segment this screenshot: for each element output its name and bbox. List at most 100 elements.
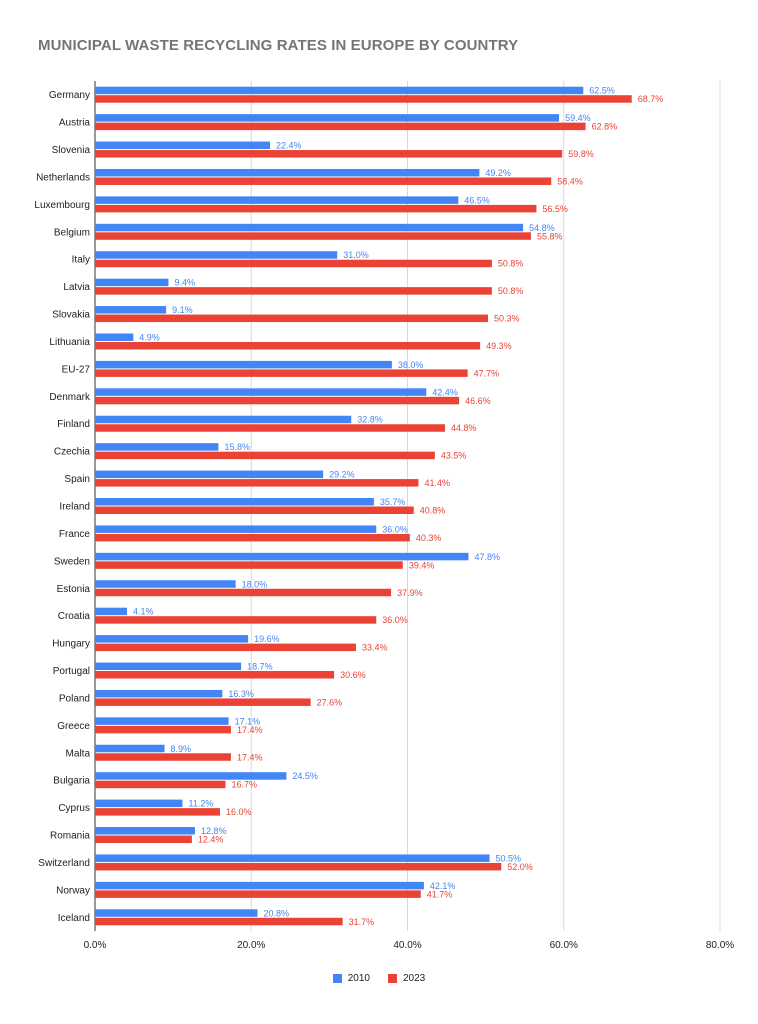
chart-title: MUNICIPAL WASTE RECYCLING RATES IN EUROP… <box>38 37 519 54</box>
data-label-2010: 18.0% <box>242 579 268 589</box>
bar-2010[interactable] <box>95 443 219 451</box>
data-label-2010: 49.2% <box>485 168 511 178</box>
bar-2010[interactable] <box>95 881 424 890</box>
bar-2010[interactable] <box>95 470 324 479</box>
bar-2010[interactable] <box>95 223 524 232</box>
bar-2023[interactable] <box>95 451 435 460</box>
x-tick-label: 80.0% <box>706 940 734 951</box>
bar-2023[interactable] <box>95 95 632 103</box>
bar-2023[interactable] <box>95 862 502 871</box>
bar-2010[interactable] <box>95 689 223 698</box>
bar-2010[interactable] <box>95 333 134 341</box>
data-label-2023: 47.7% <box>474 368 500 378</box>
bar-2010[interactable] <box>95 251 338 259</box>
bar-2023[interactable] <box>95 890 421 898</box>
bar-2010[interactable] <box>95 580 236 588</box>
data-label-2010: 20.8% <box>264 908 290 918</box>
data-label-2010: 62.5% <box>589 86 615 96</box>
category-label: Lithuania <box>49 337 90 348</box>
bar-2010[interactable] <box>95 772 287 780</box>
bar-2023[interactable] <box>95 506 414 515</box>
bar-2023[interactable] <box>95 479 419 487</box>
bar-2010[interactable] <box>95 744 165 753</box>
bar-2010[interactable] <box>95 388 427 396</box>
bar-2023[interactable] <box>95 341 481 350</box>
bar-2010[interactable] <box>95 635 249 643</box>
bar-2023[interactable] <box>95 616 377 624</box>
data-label-2023: 68.7% <box>638 94 664 104</box>
legend-item-2010[interactable]: 2010 <box>332 973 370 984</box>
category-label: Belgium <box>54 227 90 238</box>
bar-2010[interactable] <box>95 278 169 287</box>
data-label-2023: 50.3% <box>494 314 520 324</box>
bar-2010[interactable] <box>95 717 229 725</box>
bar-2023[interactable] <box>95 150 563 158</box>
bar-2010[interactable] <box>95 827 195 835</box>
bar-2023[interactable] <box>95 204 537 213</box>
bar-2023[interactable] <box>95 725 231 734</box>
bar-2010[interactable] <box>95 306 167 314</box>
data-label-2010: 15.8% <box>224 442 250 452</box>
bar-2023[interactable] <box>95 643 356 652</box>
bar-2023[interactable] <box>95 122 586 131</box>
data-label-2023: 40.8% <box>420 506 446 516</box>
bar-2023[interactable] <box>95 177 552 185</box>
bar-2010[interactable] <box>95 168 480 177</box>
legend-item-2023[interactable]: 2023 <box>388 973 425 984</box>
bar-2010[interactable] <box>95 114 560 122</box>
bar-2023[interactable] <box>95 259 492 268</box>
data-label-2010: 59.4% <box>565 113 591 123</box>
category-label: France <box>59 529 91 540</box>
data-label-2023: 49.3% <box>486 341 512 351</box>
bar-2023[interactable] <box>95 287 492 295</box>
data-label-2023: 43.5% <box>441 451 467 461</box>
data-label-2010: 38.0% <box>398 360 424 370</box>
bar-2023[interactable] <box>95 396 460 405</box>
data-label-2010: 8.9% <box>171 744 192 754</box>
bar-2023[interactable] <box>95 232 531 240</box>
bar-2023[interactable] <box>95 753 231 761</box>
bar-2023[interactable] <box>95 780 226 789</box>
bar-2010[interactable] <box>95 498 374 506</box>
gridlines <box>94 81 721 931</box>
bars <box>95 86 632 926</box>
data-label-2010: 12.8% <box>201 826 227 836</box>
bar-2023[interactable] <box>95 561 403 569</box>
bar-2010[interactable] <box>95 607 128 616</box>
bar-2023[interactable] <box>95 588 392 597</box>
bar-2010[interactable] <box>95 799 183 808</box>
bar-2010[interactable] <box>95 552 469 561</box>
bar-2023[interactable] <box>95 698 311 706</box>
bar-2023[interactable] <box>95 835 192 844</box>
data-label-2010: 18.7% <box>247 662 273 672</box>
category-label: Latvia <box>63 282 90 293</box>
bar-2023[interactable] <box>95 917 343 926</box>
bar-2023[interactable] <box>95 671 335 679</box>
data-label-2023: 33.4% <box>362 643 388 653</box>
bar-2010[interactable] <box>95 525 377 533</box>
bar-2010[interactable] <box>95 196 459 204</box>
bar-2010[interactable] <box>95 909 258 917</box>
data-label-2023: 58.4% <box>557 176 583 186</box>
data-label-2023: 16.7% <box>231 780 257 790</box>
data-label-2023: 27.6% <box>317 697 343 707</box>
data-label-2010: 4.9% <box>139 332 160 342</box>
bar-2023[interactable] <box>95 369 468 377</box>
category-label: Norway <box>56 885 90 896</box>
bar-2010[interactable] <box>95 86 584 95</box>
bar-2023[interactable] <box>95 533 410 542</box>
data-label-2023: 37.9% <box>397 588 423 598</box>
bar-2023[interactable] <box>95 808 220 816</box>
bar-2023[interactable] <box>95 424 445 432</box>
bar-2010[interactable] <box>95 360 392 369</box>
data-label-2023: 56.5% <box>542 204 568 214</box>
category-label: Austria <box>59 118 91 129</box>
bar-2023[interactable] <box>95 314 488 323</box>
category-label: Czechia <box>54 447 91 458</box>
bar-2010[interactable] <box>95 854 490 862</box>
data-label-2023: 46.6% <box>465 396 491 406</box>
bar-2010[interactable] <box>95 141 270 150</box>
bar-2010[interactable] <box>95 662 242 671</box>
bar-2010[interactable] <box>95 415 352 424</box>
